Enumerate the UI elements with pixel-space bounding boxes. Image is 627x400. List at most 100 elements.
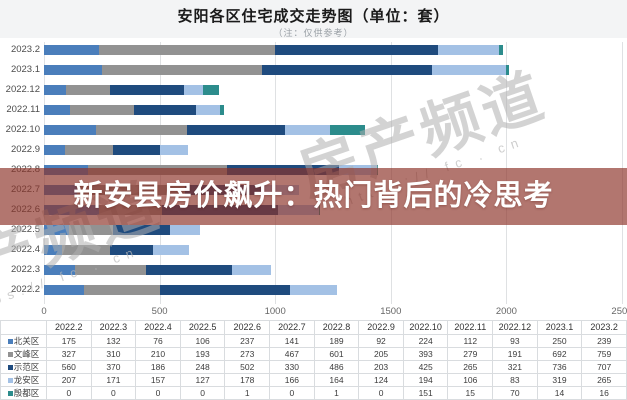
- bar-track: [44, 85, 622, 95]
- bar-track: [44, 65, 622, 75]
- y-axis-label: 2022.2: [10, 284, 40, 295]
- bar-segment-北关区: [44, 45, 100, 55]
- table-cell: 1: [224, 386, 271, 400]
- table-cell: 0: [179, 386, 226, 400]
- table-cell: 224: [402, 334, 449, 348]
- chart-row: 2022.2: [0, 280, 627, 300]
- y-axis-label: 2022.10: [5, 124, 40, 135]
- table-cell: 370: [90, 360, 137, 374]
- y-axis-label: 2022.9: [10, 144, 40, 155]
- bar-track: [44, 45, 622, 55]
- x-axis-tick-label: 0: [41, 306, 47, 317]
- table-cell: 330: [269, 360, 315, 374]
- y-axis-label: 2022.11: [6, 104, 40, 115]
- table-header-cell: 2022.3: [90, 320, 137, 335]
- table-cell: 127: [179, 373, 226, 387]
- chart-row: 2022.9: [0, 140, 627, 160]
- legend-color-swatch: [7, 391, 13, 397]
- bar-segment-示范区: [146, 265, 232, 275]
- chart-row: 2022.5: [0, 220, 627, 240]
- chart-row: 2022.11: [0, 100, 627, 120]
- x-axis-tick-label: 2000: [495, 306, 517, 317]
- table-header-cell: 2022.4: [135, 320, 181, 335]
- table-cell: 265: [581, 373, 627, 387]
- data-table: 2022.2 2022.3 2022.4 2022.5 2022.6 2022.7 2022…: [0, 320, 627, 400]
- bar-segment-文峰区: [69, 105, 135, 115]
- table-cell: 132: [90, 334, 137, 348]
- table-header-cell: 2022.2: [46, 320, 92, 335]
- table-cell: 76: [135, 334, 181, 348]
- table-row: 示范区 560 370 186 248 502 330 486 203 425 265 321 736 7…: [0, 360, 627, 374]
- table-cell: 273: [224, 347, 271, 361]
- y-axis-label: 2022.4: [10, 244, 40, 255]
- bar-segment-龙安区: [170, 225, 200, 235]
- x-axis: 0 500 1000 1500 2000 2500: [0, 306, 627, 320]
- table-row: 殷都区 0 0 0 0 1 0 1 0 151 15 70 14 16: [0, 386, 627, 400]
- headline-banner: 新安县房价飙升：热门背后的冷思考: [0, 168, 627, 225]
- bar-segment-示范区: [261, 65, 432, 75]
- table-cell: 194: [402, 373, 449, 387]
- y-axis-label: 2023.2: [10, 44, 40, 55]
- x-axis-tick-label: 2500: [611, 306, 627, 317]
- chart-row: 2022.12: [0, 80, 627, 100]
- bar-segment-北关区: [44, 145, 66, 155]
- table-cell: 393: [402, 347, 449, 361]
- table-header-row: 2022.2 2022.3 2022.4 2022.5 2022.6 2022.7 2022…: [0, 320, 627, 335]
- bar-track: [44, 285, 622, 295]
- table-cell: 141: [269, 334, 315, 348]
- table-cell: 92: [358, 334, 404, 348]
- table-cell: 112: [447, 334, 494, 348]
- table-header-cell: 2022.10: [402, 320, 449, 335]
- bar-segment-龙安区: [431, 65, 506, 75]
- table-row: 文峰区 327 310 210 193 273 467 601 205 393 279 191 692 7…: [0, 347, 627, 361]
- bar-track: [44, 105, 622, 115]
- bar-segment-文峰区: [101, 65, 262, 75]
- table-cell: 265: [447, 360, 494, 374]
- bar-segment-龙安区: [289, 285, 338, 295]
- row-label: 北关区: [0, 334, 47, 348]
- bar-segment-文峰区: [99, 45, 275, 55]
- bar-segment-文峰区: [65, 85, 110, 95]
- table-cell: 310: [90, 347, 137, 361]
- table-header-cell: 2022.6: [224, 320, 271, 335]
- row-label: 文峰区: [0, 347, 47, 361]
- table-header-cell: 2022.7: [269, 320, 315, 335]
- row-label: 殷都区: [0, 386, 47, 400]
- table-header-cell: 2023.1: [536, 320, 583, 335]
- y-axis-label: 2022.3: [10, 264, 40, 275]
- y-axis-label: 2023.1: [10, 64, 40, 75]
- bar-track: [44, 225, 622, 235]
- bar-segment-殷都区: [203, 85, 220, 95]
- table-cell: 207: [46, 373, 92, 387]
- bar-segment-北关区: [44, 65, 102, 75]
- table-cell: 205: [358, 347, 404, 361]
- table-cell: 124: [358, 373, 404, 387]
- bar-segment-文峰区: [68, 225, 114, 235]
- table-header-cell: 2023.2: [581, 320, 627, 335]
- x-axis-tick-label: 1000: [264, 306, 286, 317]
- table-cell: 467: [269, 347, 315, 361]
- table-row: 龙安区 207 171 157 127 178 166 164 124 194 106 83 319 26…: [0, 373, 627, 387]
- table-cell: 707: [581, 360, 627, 374]
- bar-segment-文峰区: [95, 125, 187, 135]
- table-cell: 321: [492, 360, 538, 374]
- table-cell: 239: [581, 334, 627, 348]
- table-cell: 171: [90, 373, 137, 387]
- bar-segment-文峰区: [61, 245, 111, 255]
- bar-segment-北关区: [44, 105, 70, 115]
- legend-color-swatch: [7, 365, 13, 371]
- table-cell: 0: [358, 386, 404, 400]
- table-cell: 15: [447, 386, 494, 400]
- bar-segment-示范区: [110, 245, 154, 255]
- table-cell: 601: [313, 347, 360, 361]
- y-axis-label: 2022.5: [10, 224, 40, 235]
- chart-row: 2022.3: [0, 260, 627, 280]
- table-cell: 186: [135, 360, 181, 374]
- table-cell: 1: [313, 386, 360, 400]
- bar-segment-北关区: [44, 225, 69, 235]
- y-axis-label: 2022.12: [5, 84, 40, 95]
- table-cell: 151: [402, 386, 449, 400]
- table-cell: 279: [447, 347, 494, 361]
- bar-segment-示范区: [113, 225, 171, 235]
- table-cell: 178: [224, 373, 271, 387]
